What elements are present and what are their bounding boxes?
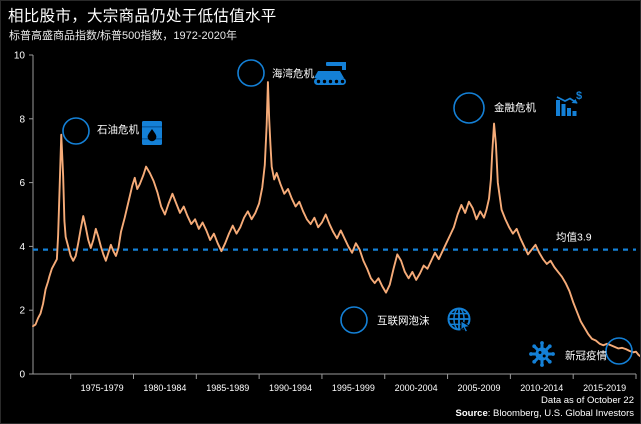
virus-spike-tip bbox=[547, 359, 552, 364]
bar bbox=[556, 100, 560, 116]
bar bbox=[572, 111, 577, 116]
y-axis: 0 2 4 6 8 10 bbox=[14, 51, 34, 381]
tank-wheel bbox=[328, 79, 333, 84]
tank-wheel bbox=[322, 79, 327, 84]
virus-pore bbox=[538, 351, 542, 354]
data-date-note: Data as of October 22 bbox=[541, 395, 634, 406]
globe-cursor-icon bbox=[447, 307, 472, 333]
bar bbox=[561, 104, 566, 116]
x-axis-tick-label: 2010-2014 bbox=[520, 383, 563, 393]
chart-subtitle: 标普高盛商品指数/标普500指数，1972-2020年 bbox=[9, 30, 238, 42]
annotation-label: 互联网泡沫 bbox=[377, 314, 430, 327]
virus-icon bbox=[529, 341, 555, 367]
annotation-circle bbox=[62, 117, 90, 145]
oil-drop bbox=[147, 129, 157, 142]
x-axis-tick-label: 2005-2009 bbox=[457, 383, 500, 393]
source-text: : Bloomberg, U.S. Global Investors bbox=[487, 408, 634, 419]
dollar-sign: $ bbox=[576, 90, 582, 102]
virus-pore bbox=[542, 354, 546, 358]
annotation-circle bbox=[605, 337, 633, 365]
annotation-covid-pandemic: 新冠疫情 bbox=[529, 337, 633, 367]
source-note: Source: Bloomberg, U.S. Global Investors bbox=[456, 408, 634, 419]
chart-down-dollar-icon: $ bbox=[556, 90, 582, 116]
y-axis-tick-label: 4 bbox=[19, 242, 25, 253]
x-axis-tick-label: 1995-1999 bbox=[332, 383, 375, 393]
x-axis-tick-label: 1975-1979 bbox=[81, 383, 124, 393]
trend-arrow-head bbox=[571, 99, 578, 104]
annotation-label: 金融危机 bbox=[494, 101, 536, 114]
y-axis-tick-label: 6 bbox=[19, 178, 25, 189]
page-title: 相比股市，大宗商品仍处于低估值水平 bbox=[8, 8, 277, 25]
mean-line: 均值3.9 bbox=[33, 231, 636, 251]
trend-down-line bbox=[556, 96, 578, 104]
y-axis-tick-label: 2 bbox=[19, 306, 25, 317]
virus-spike-tip bbox=[529, 352, 533, 356]
tank-turret bbox=[314, 71, 344, 78]
tank-wheel bbox=[340, 79, 345, 84]
virus-body bbox=[535, 347, 549, 361]
globe-meridian bbox=[453, 307, 465, 331]
annotation-circle bbox=[453, 92, 485, 124]
virus-spike-tip bbox=[532, 359, 537, 364]
tank-barrel bbox=[326, 62, 346, 66]
x-axis-tick-label: 1985-1989 bbox=[206, 383, 249, 393]
x-axis-tick-label: 1990-1994 bbox=[269, 383, 312, 393]
data-series bbox=[32, 81, 641, 358]
cursor-arrow bbox=[460, 320, 472, 333]
annotation-internet-bubble: 互联网泡沫 bbox=[340, 306, 472, 334]
tank-wheel bbox=[316, 79, 321, 84]
annotation-circle bbox=[237, 59, 265, 87]
annotation-label: 新冠疫情 bbox=[565, 349, 607, 362]
annotation-oil-crisis: 石油危机 bbox=[62, 117, 162, 145]
virus-spike-tip bbox=[547, 344, 552, 349]
x-axis-tick-label: 2000-2004 bbox=[395, 383, 438, 393]
x-axis: 1975-1979 1980-1984 1985-1989 1990-1994 1995… bbox=[33, 373, 637, 393]
tank-wheel bbox=[334, 79, 339, 84]
y-axis-tick-label: 0 bbox=[19, 370, 25, 381]
oil-barrel-band bbox=[142, 126, 162, 128]
y-axis-tick-label: 8 bbox=[19, 114, 25, 125]
y-axis-tick-label: 10 bbox=[14, 51, 26, 62]
mean-line-label: 均值3.9 bbox=[556, 231, 592, 244]
x-axis-tick-label: 2015-2019 bbox=[583, 383, 626, 393]
source-label: Source bbox=[455, 408, 488, 419]
tank-barrel-tip bbox=[342, 62, 346, 70]
annotation-label: 海湾危机 bbox=[272, 67, 314, 80]
annotation-gulf-crisis: 海湾危机 bbox=[237, 59, 346, 87]
virus-spike-tip bbox=[540, 363, 544, 367]
tank-icon bbox=[314, 62, 346, 85]
series-line bbox=[32, 81, 641, 358]
annotation-financial-crisis: 金融危机 $ bbox=[453, 90, 582, 124]
oil-barrel-icon bbox=[142, 121, 162, 145]
virus-spike-tip bbox=[532, 344, 537, 349]
virus-spike-tip bbox=[540, 341, 544, 345]
x-axis-tick-label: 1980-1984 bbox=[143, 383, 186, 393]
annotation-circle bbox=[340, 306, 368, 334]
annotation-label: 石油危机 bbox=[97, 123, 139, 136]
virus-spike-tip bbox=[551, 352, 555, 356]
bar bbox=[567, 108, 571, 116]
